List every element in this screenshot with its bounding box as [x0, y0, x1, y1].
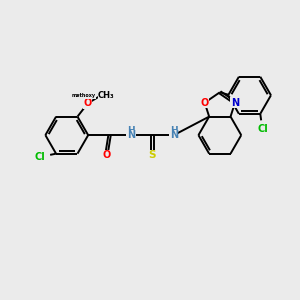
Text: O: O [103, 150, 111, 160]
Text: H: H [170, 126, 178, 135]
Text: O: O [84, 98, 92, 108]
Text: N: N [170, 130, 178, 140]
Text: methoxy: methoxy [71, 93, 95, 98]
Text: Cl: Cl [258, 124, 268, 134]
Text: H: H [127, 126, 135, 135]
Text: O: O [201, 98, 209, 108]
Text: Cl: Cl [34, 152, 45, 162]
Text: N: N [231, 98, 239, 108]
Text: N: N [127, 130, 135, 140]
Text: S: S [148, 150, 156, 160]
Text: CH₃: CH₃ [98, 91, 115, 100]
